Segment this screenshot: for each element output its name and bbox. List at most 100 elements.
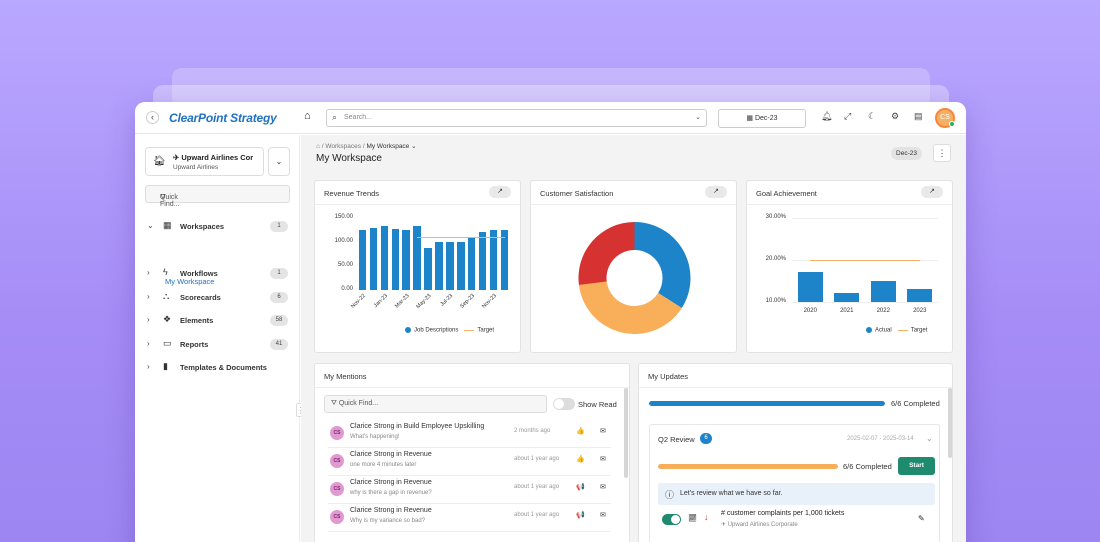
measure-toggle[interactable]: [662, 514, 681, 525]
page-date-badge[interactable]: Dec-23: [891, 147, 922, 160]
bar[interactable]: [446, 242, 454, 290]
bar[interactable]: [797, 271, 823, 302]
mention-row[interactable]: CS Clarice Strong in Revenue Why is my v…: [328, 504, 611, 532]
chevron-right-icon[interactable]: ›: [147, 315, 150, 324]
bell-icon[interactable]: 🔔︎: [821, 111, 833, 121]
envelope-icon[interactable]: ✉: [600, 456, 606, 463]
x-tick-label: May-23: [415, 293, 433, 311]
expand-icon[interactable]: ⤢: [844, 111, 852, 121]
chart-icon[interactable]: 📈︎: [688, 515, 697, 522]
bar[interactable]: [457, 242, 465, 290]
bar[interactable]: [358, 230, 367, 290]
org-selector[interactable]: 🏠︎ ✈ Upward Airlines Cor Upward Airlines: [145, 147, 264, 176]
donut-slice[interactable]: [634, 222, 691, 309]
external-link-icon[interactable]: ↗: [921, 186, 943, 198]
bar[interactable]: [413, 226, 421, 290]
measure-title[interactable]: # customer complaints per 1,000 tickets: [721, 510, 845, 517]
gear-icon[interactable]: ⚙: [891, 111, 900, 121]
mentions-quick-find[interactable]: ⛛ Quick Find...: [324, 395, 547, 413]
show-read-label: Show Read: [578, 400, 617, 409]
bar[interactable]: [500, 230, 509, 290]
scrollbar[interactable]: [624, 388, 628, 478]
chart-legend: Job Descriptions Target: [405, 327, 494, 334]
scrollbar[interactable]: [948, 388, 952, 458]
envelope-icon[interactable]: ✉: [600, 512, 606, 519]
card-title: Revenue Trends: [324, 189, 380, 198]
sidebar-item-elements[interactable]: › ❖ Elements 58: [145, 313, 290, 329]
donut-slice[interactable]: [578, 281, 682, 334]
bar[interactable]: [478, 232, 487, 290]
chat-icon[interactable]: ▤: [914, 111, 923, 121]
reaction-icon[interactable]: 👍: [576, 428, 585, 435]
toggle-knob: [671, 515, 680, 524]
envelope-icon[interactable]: ✉: [600, 484, 606, 491]
breadcrumb: ⌂ / Workspaces / My Workspace ⌄: [316, 143, 417, 150]
external-link-icon[interactable]: ↗: [705, 186, 727, 198]
book-icon: ▮: [163, 361, 168, 371]
chart-legend: Actual Target: [866, 327, 927, 334]
report-icon: ▭: [163, 338, 172, 348]
chevron-right-icon[interactable]: ›: [147, 362, 150, 371]
mention-time: about 1 year ago: [514, 512, 560, 518]
bar[interactable]: [402, 229, 410, 290]
user-avatar[interactable]: CS: [935, 108, 955, 128]
review-title[interactable]: Q2 Review: [658, 435, 695, 444]
bar[interactable]: [424, 247, 432, 290]
bar[interactable]: [834, 293, 860, 302]
breadcrumb-current[interactable]: My Workspace ⌄: [366, 143, 417, 150]
chevron-right-icon[interactable]: ›: [147, 339, 150, 348]
start-button[interactable]: Start: [898, 457, 935, 475]
bar[interactable]: [435, 242, 443, 290]
moon-icon[interactable]: ☾: [868, 111, 877, 121]
mention-row[interactable]: CS Clarice Strong in Build Employee Upsk…: [328, 420, 611, 448]
donut-slice[interactable]: [578, 222, 635, 286]
y-tick-label: 20.00%: [765, 256, 786, 262]
sidebar-item-label: Workflows: [180, 269, 218, 278]
sidebar-item-label: Templates & Documents: [180, 363, 267, 372]
bar[interactable]: [391, 228, 399, 290]
bar[interactable]: [468, 237, 476, 290]
period-selector[interactable]: ▦ Dec-23: [718, 109, 806, 128]
bar[interactable]: [907, 288, 933, 302]
sidebar-item-workspaces[interactable]: ⌄ ▦ Workspaces 1: [145, 219, 290, 235]
sidebar-subitem-my-workspace[interactable]: My Workspace: [165, 277, 215, 286]
more-options-button[interactable]: ⋮: [933, 144, 951, 162]
search-input[interactable]: ⌕ Search... ⌄: [326, 109, 707, 127]
bar[interactable]: [870, 280, 896, 302]
bar[interactable]: [489, 230, 498, 290]
reaction-icon[interactable]: 📢: [576, 484, 585, 491]
mention-time: 2 months ago: [514, 428, 551, 434]
filter-icon: ⛛: [331, 400, 337, 407]
sidebar-item-label: Workspaces: [180, 222, 225, 231]
sidebar-item-reports[interactable]: › ▭ Reports 41: [145, 337, 290, 353]
bar[interactable]: [380, 226, 389, 290]
sidebar-item-workflows[interactable]: › ϟ Workflows 1: [145, 266, 290, 282]
breadcrumb-root[interactable]: Workspaces: [325, 143, 362, 150]
envelope-icon[interactable]: ✉: [600, 428, 606, 435]
reaction-icon[interactable]: 📢: [576, 512, 585, 519]
gridline: [792, 218, 938, 219]
mention-title: Clarice Strong in Revenue: [350, 479, 432, 486]
breadcrumb-home-icon[interactable]: ⌂: [316, 143, 320, 150]
reaction-icon[interactable]: 👍: [576, 456, 585, 463]
sidebar-quick-find[interactable]: ⛛ Quick Find...: [145, 185, 290, 208]
home-icon[interactable]: ⌂: [304, 110, 311, 122]
chevron-down-icon[interactable]: ⌄: [926, 434, 933, 443]
pencil-icon[interactable]: ✎: [918, 514, 925, 523]
mention-row[interactable]: CS Clarice Strong in Revenue one more 4 …: [328, 448, 611, 476]
sidebar-item-scorecards[interactable]: › ⛬ Scorecards 6: [145, 290, 290, 306]
chevron-right-icon[interactable]: ›: [147, 292, 150, 301]
external-link-icon[interactable]: ↗: [489, 186, 511, 198]
show-read-toggle[interactable]: [553, 398, 575, 410]
collapse-sidebar-button[interactable]: ‹: [146, 111, 159, 124]
chevron-right-icon[interactable]: ›: [147, 268, 150, 277]
legend-label: Job Descriptions: [414, 327, 459, 334]
mention-row[interactable]: CS Clarice Strong in Revenue why is ther…: [328, 476, 611, 504]
chevron-down-icon[interactable]: ⌄: [147, 221, 154, 230]
progress-fill: [649, 401, 885, 406]
sidebar-item-templates[interactable]: › ▮ Templates & Documents: [145, 360, 290, 376]
card-title: My Mentions: [324, 372, 367, 381]
chevron-down-icon[interactable]: ⌄: [695, 114, 701, 121]
org-dropdown-button[interactable]: ⌄: [268, 147, 290, 176]
bar[interactable]: [369, 227, 378, 290]
